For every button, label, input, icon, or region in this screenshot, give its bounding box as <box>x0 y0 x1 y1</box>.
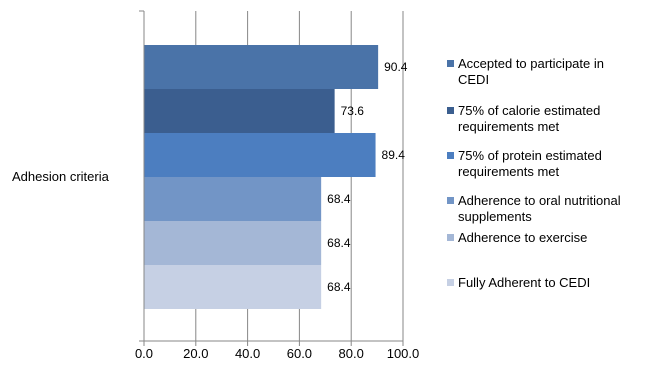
legend-label: Adherence to exercise <box>458 230 587 245</box>
x-tick-label: 60.0 <box>287 346 312 361</box>
legend-swatch <box>447 60 454 67</box>
bar <box>144 89 335 133</box>
legend-item: 75% of protein estimated requirements met <box>447 148 602 179</box>
category-label: Adhesion criteria <box>12 169 110 184</box>
x-tick-label: 20.0 <box>183 346 208 361</box>
legend-swatch <box>447 279 454 286</box>
axes <box>139 10 404 346</box>
legend-item: Adherence to oral nutritional supplements <box>447 193 621 224</box>
legend-label-line: supplements <box>458 209 532 224</box>
bar-value-label: 89.4 <box>382 148 406 162</box>
legend-item: Accepted to participate in CEDI <box>447 56 604 87</box>
legend-label: Accepted to participate in CEDI <box>458 56 604 87</box>
legend-label: 75% of protein estimated requirements met <box>458 148 602 179</box>
legend-label-line: Adherence to oral nutritional <box>458 193 621 208</box>
legend-swatch <box>447 107 454 114</box>
legend-swatch <box>447 197 454 204</box>
legend-item: 75% of calorie estimated requirements met <box>447 103 600 134</box>
y-axis-category-labels: Adhesion criteria <box>12 169 110 184</box>
legend: Accepted to participate in CEDI 75% of cal… <box>447 56 621 290</box>
legend-label-line: Adherence to exercise <box>458 230 587 245</box>
legend-label: Fully Adherent to CEDI <box>458 275 590 290</box>
x-tick-label: 80.0 <box>339 346 364 361</box>
bar-value-label: 68.4 <box>327 280 351 294</box>
legend-label-line: 75% of protein estimated <box>458 148 602 163</box>
legend-label-line: requirements met <box>458 164 560 179</box>
bar-value-label: 73.6 <box>341 104 365 118</box>
x-axis-tick-labels: 0.0 20.0 40.0 60.0 80.0 100.0 <box>135 346 419 361</box>
legend-label-line: requirements met <box>458 119 560 134</box>
legend-label-line: Accepted to participate in <box>458 56 604 71</box>
bar <box>144 221 322 265</box>
x-tick-label: 100.0 <box>387 346 420 361</box>
legend-item: Fully Adherent to CEDI <box>447 275 590 290</box>
bar <box>144 45 379 89</box>
bar <box>144 265 322 309</box>
legend-label-line: Fully Adherent to CEDI <box>458 275 590 290</box>
legend-label-line: CEDI <box>458 72 489 87</box>
legend-label: Adherence to oral nutritional supplements <box>458 193 621 224</box>
legend-label: 75% of calorie estimated requirements met <box>458 103 600 134</box>
x-tick-label: 0.0 <box>135 346 153 361</box>
bar <box>144 133 376 177</box>
legend-swatch <box>447 152 454 159</box>
bar <box>144 177 322 221</box>
bar-value-label: 68.4 <box>327 236 351 250</box>
bar-value-label: 90.4 <box>384 60 408 74</box>
legend-label-line: 75% of calorie estimated <box>458 103 600 118</box>
legend-item: Adherence to exercise <box>447 230 587 245</box>
data-labels: 90.4 73.6 89.4 68.4 68.4 68.4 <box>327 60 408 294</box>
bar-value-label: 68.4 <box>327 192 351 206</box>
legend-swatch <box>447 234 454 241</box>
x-tick-label: 40.0 <box>235 346 260 361</box>
bars <box>144 45 379 309</box>
